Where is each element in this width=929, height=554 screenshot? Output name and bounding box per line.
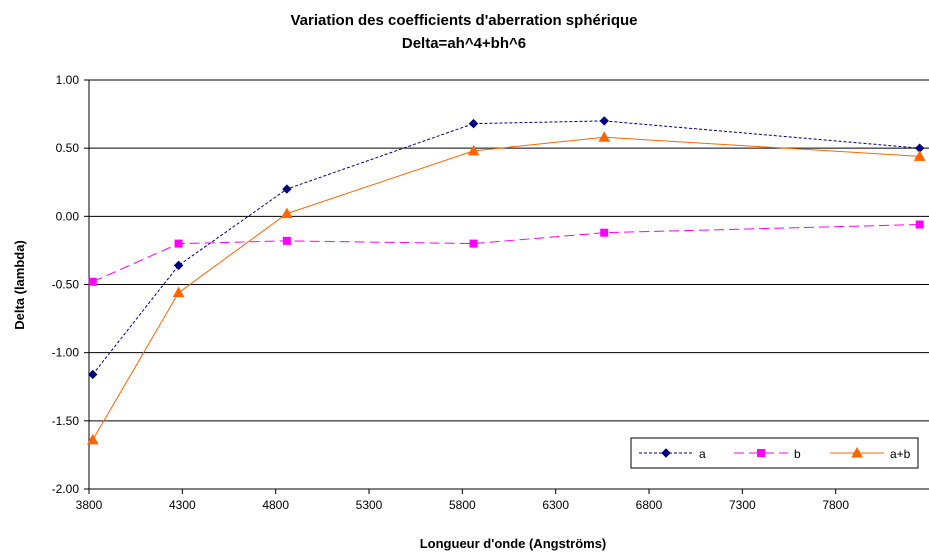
y-tick-label: 0.00 — [56, 209, 80, 223]
y-axis-ticks: 1.00 0.50 0.00 -0.50 -1.00 -1.50 -2.00 — [52, 73, 89, 496]
data-point — [913, 150, 926, 161]
x-tick-label: 4300 — [169, 498, 196, 512]
x-tick-label: 5300 — [356, 498, 383, 512]
legend-label: a — [699, 447, 706, 461]
data-point — [282, 236, 291, 245]
y-tick-label: 0.50 — [56, 141, 80, 155]
data-point — [174, 239, 183, 248]
series-2 — [88, 220, 924, 286]
legend-label: a+b — [890, 447, 911, 461]
legend: a b a+b — [630, 437, 919, 469]
data-point — [468, 118, 479, 129]
x-tick-label: 5800 — [449, 498, 476, 512]
x-axis-ticks: 3800 4300 4800 5300 5800 6300 6800 7300 7800 — [76, 489, 849, 512]
x-tick-label: 7300 — [729, 498, 756, 512]
series-line — [92, 224, 920, 283]
y-tick-label: -2.00 — [52, 482, 80, 496]
y-tick-label: -1.00 — [52, 346, 80, 360]
data-point — [598, 131, 611, 142]
series-line — [92, 136, 920, 441]
legend-marker — [661, 448, 671, 458]
data-point — [599, 116, 609, 126]
data-point — [172, 286, 185, 298]
data-point — [282, 184, 292, 194]
legend-marker — [851, 446, 863, 458]
legend-label: b — [794, 447, 801, 461]
x-tick-label: 6800 — [636, 498, 663, 512]
y-tick-label: -1.50 — [52, 414, 80, 428]
chart-subtitle: Delta=ah^4+bh^6 — [402, 35, 526, 52]
series-line — [92, 120, 920, 375]
data-point — [88, 369, 98, 380]
x-tick-label: 7800 — [822, 498, 849, 512]
y-tick-label: -0.50 — [52, 278, 80, 292]
x-tick-label: 4800 — [262, 498, 289, 512]
x-tick-label: 3800 — [76, 498, 103, 512]
series-3 — [86, 131, 926, 445]
series-group — [86, 116, 926, 445]
data-point — [88, 277, 97, 286]
series-1 — [88, 116, 925, 380]
data-point — [173, 260, 184, 271]
y-tick-label: 1.00 — [56, 73, 80, 87]
y-axis-title: Delta (lambda) — [12, 240, 27, 330]
grid-lines — [89, 79, 929, 422]
data-point — [915, 220, 924, 229]
x-tick-label: 6300 — [542, 498, 569, 512]
data-point — [86, 433, 99, 445]
x-axis-title: Longueur d'onde (Angströms) — [420, 536, 607, 551]
data-point — [467, 144, 480, 156]
data-point — [281, 207, 293, 219]
legend-marker — [757, 449, 765, 457]
data-point — [600, 228, 609, 237]
chart-title: Variation des coefficients d'aberration … — [291, 12, 638, 29]
data-point — [469, 239, 478, 248]
